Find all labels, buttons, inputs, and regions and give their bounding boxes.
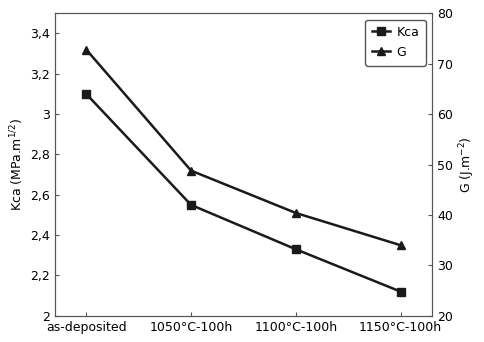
Line: Kca: Kca [82, 90, 404, 296]
G [83, 48, 89, 52]
Line: G: G [82, 45, 404, 249]
G [397, 243, 403, 247]
G [292, 211, 298, 215]
Y-axis label: G (J.m$^{-2}$): G (J.m$^{-2}$) [456, 136, 476, 193]
Kca [397, 290, 403, 294]
G [188, 169, 194, 173]
Y-axis label: Kca (MPa.m$^{1/2}$): Kca (MPa.m$^{1/2}$) [8, 118, 26, 211]
Kca [188, 203, 194, 207]
Kca [83, 92, 89, 96]
Kca [292, 247, 298, 251]
Legend: Kca, G: Kca, G [364, 19, 425, 66]
